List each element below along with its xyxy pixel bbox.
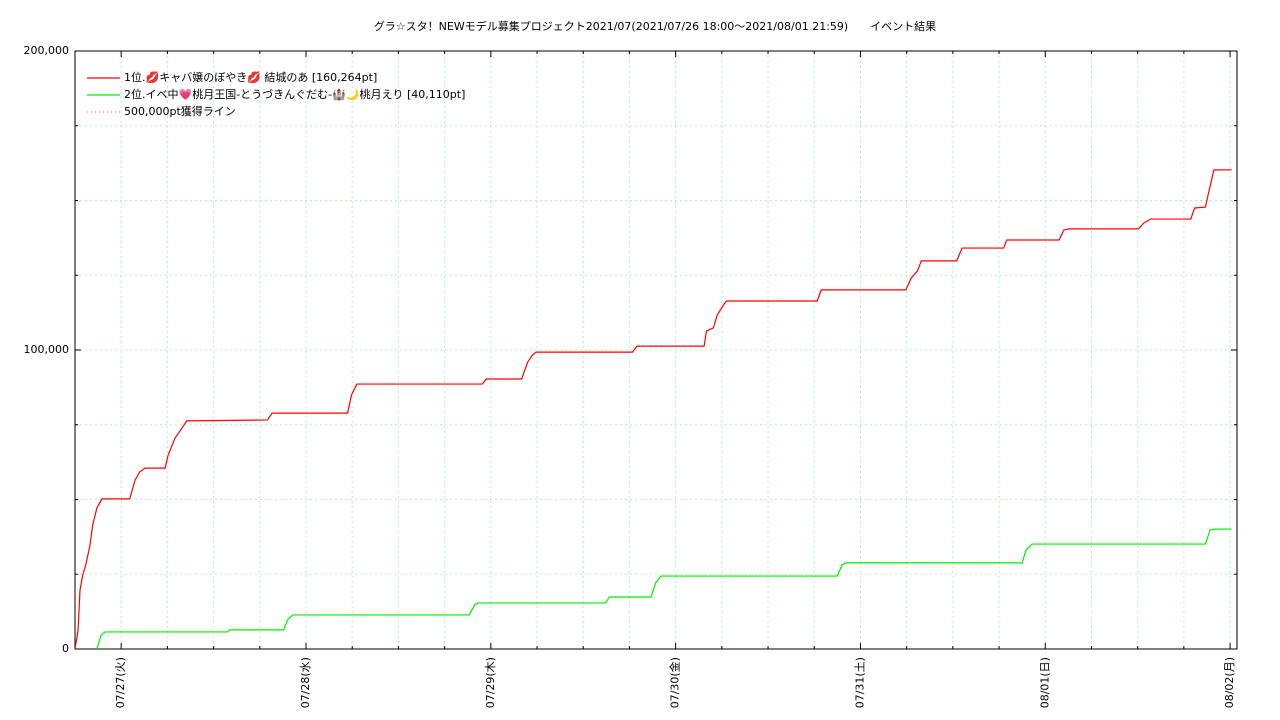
legend-label: 500,000pt獲得ライン [124, 105, 236, 118]
x-tick-label: 07/31(土) [853, 657, 866, 708]
series-line [75, 169, 1232, 649]
y-tick-label: 100,000 [24, 343, 70, 356]
y-tick-label: 200,000 [24, 44, 70, 57]
legend-label: 1位.💋キャバ嬢のぼやき💋 結城のあ [160,264pt] [124, 70, 377, 84]
x-tick-label: 07/30(金) [668, 657, 682, 708]
x-tick-label: 08/01(日) [1038, 657, 1051, 708]
x-tick-label: 07/28(水) [299, 657, 312, 708]
series-line [96, 528, 1232, 649]
legend-label: 2位.イベ中💗桃月王国-とうづきんぐだむ-🏰🌙桃月えり [40,110pt] [124, 87, 465, 101]
plot-frame [74, 50, 1238, 650]
y-tick-label: 0 [62, 642, 69, 655]
x-tick-label: 07/27(火) [114, 657, 127, 708]
x-tick-label: 08/02(月) [1223, 657, 1236, 708]
x-tick-label: 07/29(木) [484, 657, 497, 708]
chart-title: グラ☆スタ！NEWモデル募集プロジェクト2021/07(2021/07/26 1… [374, 19, 936, 33]
